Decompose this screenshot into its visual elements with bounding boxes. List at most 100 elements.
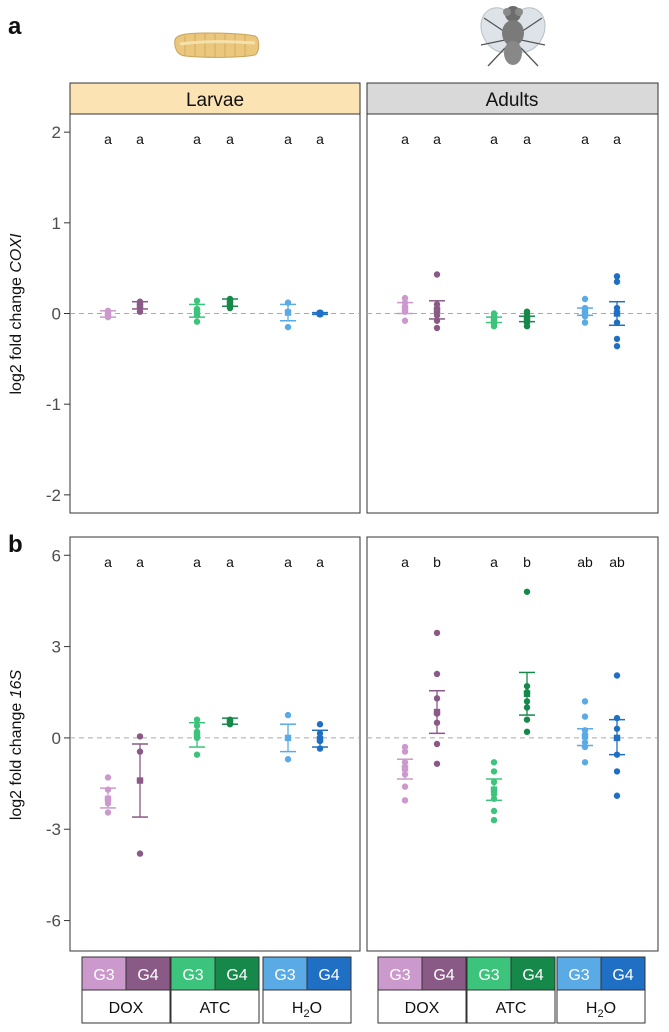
legend-treatment-box xyxy=(466,989,556,1024)
mean-marker xyxy=(613,734,621,742)
legend-swatch-g4 xyxy=(510,956,556,991)
mean-marker xyxy=(284,309,292,316)
significance-letter: a xyxy=(284,131,292,147)
significance-letter: a xyxy=(193,131,201,147)
y-axis-title-a: log2 fold change COXI xyxy=(8,233,25,395)
significance-letter: a xyxy=(284,554,292,570)
data-point xyxy=(136,733,144,740)
significance-letter: a xyxy=(136,554,144,570)
group-dox-g3: a xyxy=(397,131,413,324)
mean-marker xyxy=(490,786,498,793)
group-atc-g3: a xyxy=(486,131,502,330)
group-atc-g4: a xyxy=(222,131,238,312)
data-point xyxy=(613,672,621,679)
mean-marker xyxy=(401,304,409,312)
significance-letter: a xyxy=(316,554,324,570)
legend-swatch-g4 xyxy=(421,956,467,991)
significance-letter: a xyxy=(523,131,531,147)
legend-treatment-box xyxy=(377,989,467,1024)
data-point xyxy=(581,319,589,326)
data-point xyxy=(193,716,201,723)
mean-marker xyxy=(613,310,621,317)
legend-atc-larvae: G3 G4 ATC xyxy=(170,956,260,1024)
data-point xyxy=(433,670,441,678)
data-point xyxy=(523,728,531,736)
mean-marker xyxy=(401,765,409,772)
legend-treatment-box xyxy=(81,989,171,1024)
mean-marker xyxy=(136,777,144,784)
legend-treatment-label: DOX xyxy=(405,1000,440,1017)
legend-treatment-label: DOX xyxy=(109,1000,144,1017)
legend-treatment-label: ATC xyxy=(496,1000,527,1017)
data-point xyxy=(613,792,621,799)
group-h2o-g3: ab xyxy=(577,554,593,766)
data-point xyxy=(523,308,531,315)
mean-marker xyxy=(104,311,112,318)
facet-frame xyxy=(366,536,659,952)
significance-letter: a xyxy=(226,131,234,147)
data-point xyxy=(581,759,589,766)
group-dox-g3: a xyxy=(100,554,116,816)
mean-marker xyxy=(284,734,292,742)
data-point xyxy=(490,310,498,317)
legend-gen-label: G3 xyxy=(389,967,410,984)
mean-marker xyxy=(226,299,234,306)
data-point xyxy=(316,721,324,728)
data-point xyxy=(613,335,621,343)
mean-marker xyxy=(490,316,498,324)
legend-gen-label: G3 xyxy=(93,967,114,984)
data-point xyxy=(401,783,409,790)
mean-marker xyxy=(581,733,589,740)
mean-marker xyxy=(193,731,201,739)
y-tick-label: 0 xyxy=(52,729,61,748)
data-point xyxy=(193,751,201,758)
legend-gen-label: G4 xyxy=(226,967,247,984)
data-point xyxy=(490,816,498,824)
data-point xyxy=(401,294,409,302)
y-axis-title-b: log2 fold change 16S xyxy=(8,670,25,821)
group-dox-g4: a xyxy=(132,554,148,857)
data-point xyxy=(433,740,441,748)
data-point xyxy=(613,768,621,775)
significance-letter: a xyxy=(490,554,498,570)
data-point xyxy=(284,323,292,331)
significance-letter: a xyxy=(401,554,409,570)
significance-letter: b xyxy=(523,554,531,570)
data-point xyxy=(433,629,441,637)
group-atc-g3: a xyxy=(189,131,205,325)
y-tick-label: 0 xyxy=(52,305,61,324)
significance-letter: b xyxy=(433,554,441,570)
legend-gen-label: G4 xyxy=(433,967,454,984)
legend-gen-label: G3 xyxy=(182,967,203,984)
facet-adults: a b a b ab ab xyxy=(366,536,659,952)
legend-swatch-g4 xyxy=(125,956,171,991)
y-tick-label: -3 xyxy=(46,820,61,839)
mean-marker xyxy=(316,310,324,317)
group-h2o-g4: a xyxy=(609,131,625,350)
group-atc-g4: a xyxy=(222,554,238,728)
panel-b-label: b xyxy=(8,531,23,558)
legend-h2o-adults: G3 G4 H2O xyxy=(556,956,646,1024)
significance-letter: a xyxy=(104,554,112,570)
group-dox-g3: a xyxy=(397,554,413,804)
significance-letter: a xyxy=(613,131,621,147)
y-tick-label: -2 xyxy=(46,486,61,505)
group-h2o-g4: a xyxy=(312,131,328,318)
data-point xyxy=(613,342,621,350)
data-point xyxy=(613,273,621,280)
group-atc-g3: a xyxy=(189,554,205,758)
significance-letter: a xyxy=(401,131,409,147)
strip-larvae: Larvae xyxy=(69,82,361,115)
legend-swatch-g4 xyxy=(600,956,646,991)
legend-gen-label: G3 xyxy=(274,967,295,984)
significance-letter: a xyxy=(193,554,201,570)
data-point xyxy=(433,271,441,278)
legend-swatch-g4 xyxy=(214,956,260,991)
legend-dox-larvae: G3 G4 DOX xyxy=(81,956,171,1024)
data-point xyxy=(581,698,589,705)
legend-swatch-g3 xyxy=(556,956,602,991)
mean-marker xyxy=(433,306,441,314)
significance-letter: a xyxy=(433,131,441,147)
